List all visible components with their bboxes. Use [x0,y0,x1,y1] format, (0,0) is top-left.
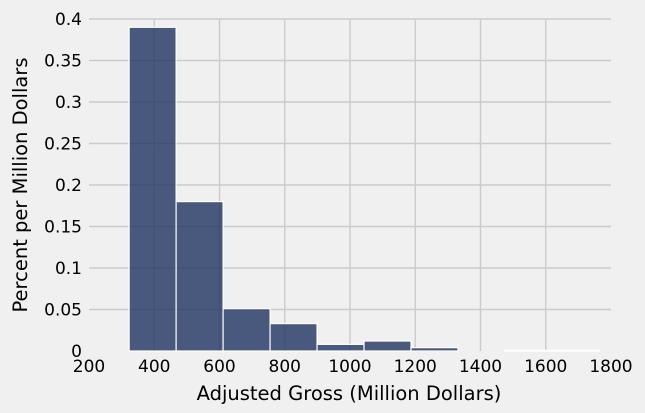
y-tick-label: 0.25 [44,135,82,155]
bars [128,26,600,352]
x-tick-label: 800 [269,357,301,377]
x-tick-labels: 200 400 600 800 1000 1200 1400 1600 1800 [73,357,633,377]
y-tick-label: 0.05 [44,301,82,321]
x-tick-label: 600 [203,357,235,377]
y-axis-title: Percent per Million Dollars [9,57,32,312]
y-tick-label: 0.2 [55,176,82,196]
x-tick-label: 1000 [328,357,371,377]
histogram-bar [128,26,177,352]
x-tick-label: 1400 [459,357,502,377]
histogram-bar [316,343,365,352]
y-tick-label: 0.15 [44,218,82,238]
y-tick-label: 0.35 [44,52,82,72]
y-tick-label: 0.3 [55,93,82,113]
histogram-bar [551,349,600,352]
x-axis-title: Adjusted Gross (Million Dollars) [197,382,502,405]
y-tick-label: 0.1 [55,259,82,279]
x-tick-label: 400 [138,357,170,377]
x-tick-label: 1200 [394,357,437,377]
x-tick-label: 200 [73,357,105,377]
y-tick-label: 0.4 [55,10,82,30]
histogram-bar [363,340,412,352]
histogram-bar [269,323,318,352]
y-tick-label: 0 [71,342,82,362]
histogram-bar [410,347,459,352]
x-tick-label: 1600 [524,357,567,377]
histogram-bar [175,201,224,352]
histogram-bar [504,349,553,352]
x-tick-label: 1800 [589,357,632,377]
y-tick-labels: 0 0.05 0.1 0.15 0.2 0.25 0.3 0.35 0.4 [44,10,82,362]
histogram-bar [222,308,271,352]
